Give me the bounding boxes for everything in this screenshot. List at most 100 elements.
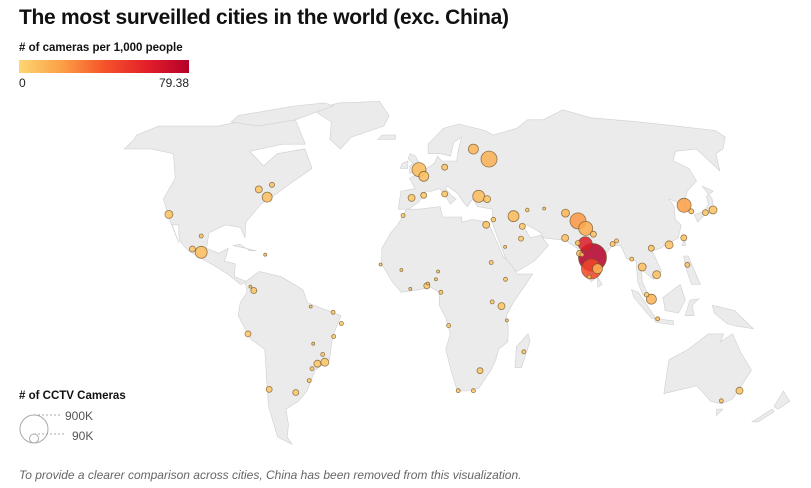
city-bubble[interactable]: [338, 321, 344, 326]
city-bubble[interactable]: [441, 190, 449, 198]
city-bubble[interactable]: [578, 220, 594, 236]
city-bubble[interactable]: [446, 323, 452, 328]
city-bubble[interactable]: [647, 244, 655, 252]
city-bubble[interactable]: [455, 388, 461, 394]
city-bubble[interactable]: [400, 213, 406, 218]
city-bubble[interactable]: [629, 256, 635, 262]
city-bubble[interactable]: [676, 197, 692, 213]
city-bubble[interactable]: [490, 216, 497, 223]
city-bubble[interactable]: [561, 234, 569, 242]
city-bubble[interactable]: [482, 220, 491, 229]
city-bubble[interactable]: [525, 207, 530, 213]
city-bubble[interactable]: [330, 309, 336, 315]
city-bubble[interactable]: [718, 398, 724, 404]
city-bubble[interactable]: [655, 316, 661, 322]
city-bubble[interactable]: [480, 150, 498, 168]
city-bubble[interactable]: [378, 262, 383, 267]
city-bubble[interactable]: [579, 252, 585, 258]
city-bubble[interactable]: [561, 208, 570, 218]
city-bubble[interactable]: [590, 230, 597, 238]
city-bubble[interactable]: [518, 235, 524, 242]
city-bubble[interactable]: [735, 386, 744, 395]
city-bubble[interactable]: [309, 366, 315, 372]
city-bubble[interactable]: [488, 260, 494, 265]
city-bubble[interactable]: [637, 262, 647, 272]
city-bubble[interactable]: [263, 252, 268, 257]
city-bubble[interactable]: [408, 286, 413, 291]
city-bubble[interactable]: [308, 304, 313, 309]
city-bubble[interactable]: [425, 281, 430, 286]
landmass-greenland: [313, 101, 390, 150]
landmass-cuba: [233, 243, 257, 252]
city-bubble[interactable]: [609, 241, 616, 247]
landmass-ireland: [399, 160, 409, 169]
city-bubble[interactable]: [472, 189, 486, 203]
city-bubble[interactable]: [476, 367, 484, 375]
city-bubble[interactable]: [250, 287, 258, 294]
city-bubble[interactable]: [646, 293, 657, 305]
city-bubble[interactable]: [684, 261, 691, 268]
city-bubble[interactable]: [643, 292, 650, 298]
city-bubble[interactable]: [331, 334, 337, 339]
city-bubble[interactable]: [702, 209, 709, 217]
city-bubble[interactable]: [438, 289, 444, 295]
city-bubble[interactable]: [418, 170, 430, 182]
city-bubble[interactable]: [164, 209, 174, 219]
city-bubble[interactable]: [194, 245, 208, 259]
size-legend-small-circle: [29, 433, 39, 444]
city-bubble[interactable]: [261, 191, 273, 203]
landmass-new-zealand-south: [750, 408, 775, 423]
city-bubble[interactable]: [306, 378, 312, 384]
landmass-philippines: [683, 255, 701, 285]
size-legend-title: # of CCTV Cameras: [19, 390, 126, 402]
city-bubble[interactable]: [320, 357, 330, 367]
city-bubble[interactable]: [521, 349, 527, 355]
city-bubble[interactable]: [503, 244, 508, 249]
city-bubbles: [164, 143, 744, 404]
city-bubble[interactable]: [688, 208, 695, 215]
landmass-arctic-islands: [230, 102, 334, 127]
city-bubble[interactable]: [320, 351, 326, 357]
city-bubble[interactable]: [313, 359, 322, 368]
city-bubble[interactable]: [292, 389, 300, 396]
city-bubble[interactable]: [470, 388, 476, 394]
city-bubble[interactable]: [664, 240, 674, 250]
city-bubble[interactable]: [680, 234, 688, 242]
city-bubble[interactable]: [467, 143, 479, 155]
city-bubble[interactable]: [483, 195, 492, 204]
color-scale-bar: [19, 60, 189, 73]
city-bubble[interactable]: [269, 181, 275, 188]
landmass-sulawesi: [684, 298, 700, 316]
city-bubble[interactable]: [433, 277, 438, 282]
city-bubble[interactable]: [420, 191, 428, 199]
city-bubble[interactable]: [407, 193, 416, 202]
city-bubble[interactable]: [188, 245, 196, 253]
city-bubble[interactable]: [614, 238, 619, 244]
city-bubble[interactable]: [542, 206, 547, 211]
size-legend-big-circle: [19, 414, 49, 444]
size-legend: [19, 414, 66, 444]
city-bubble[interactable]: [575, 240, 581, 246]
city-bubble[interactable]: [198, 233, 204, 239]
city-bubble[interactable]: [503, 276, 508, 282]
city-bubble[interactable]: [265, 385, 273, 393]
city-bubble[interactable]: [586, 274, 592, 280]
city-bubble[interactable]: [436, 269, 441, 274]
landmass-australia: [663, 333, 752, 405]
size-legend-big-label: 900K: [65, 409, 94, 423]
city-bubble[interactable]: [592, 263, 603, 275]
city-bubble[interactable]: [244, 330, 252, 338]
city-bubble[interactable]: [507, 210, 520, 223]
city-bubble[interactable]: [652, 270, 662, 280]
city-bubble[interactable]: [708, 205, 718, 215]
city-bubble[interactable]: [311, 341, 316, 346]
city-bubble[interactable]: [504, 318, 509, 323]
city-bubble[interactable]: [497, 302, 506, 311]
city-bubble[interactable]: [489, 299, 495, 305]
city-bubble[interactable]: [441, 163, 449, 171]
landmass-new-zealand-north: [773, 390, 791, 410]
city-bubble[interactable]: [518, 222, 526, 230]
city-bubble[interactable]: [248, 284, 253, 289]
city-bubble[interactable]: [399, 268, 404, 272]
city-bubble[interactable]: [254, 185, 263, 194]
